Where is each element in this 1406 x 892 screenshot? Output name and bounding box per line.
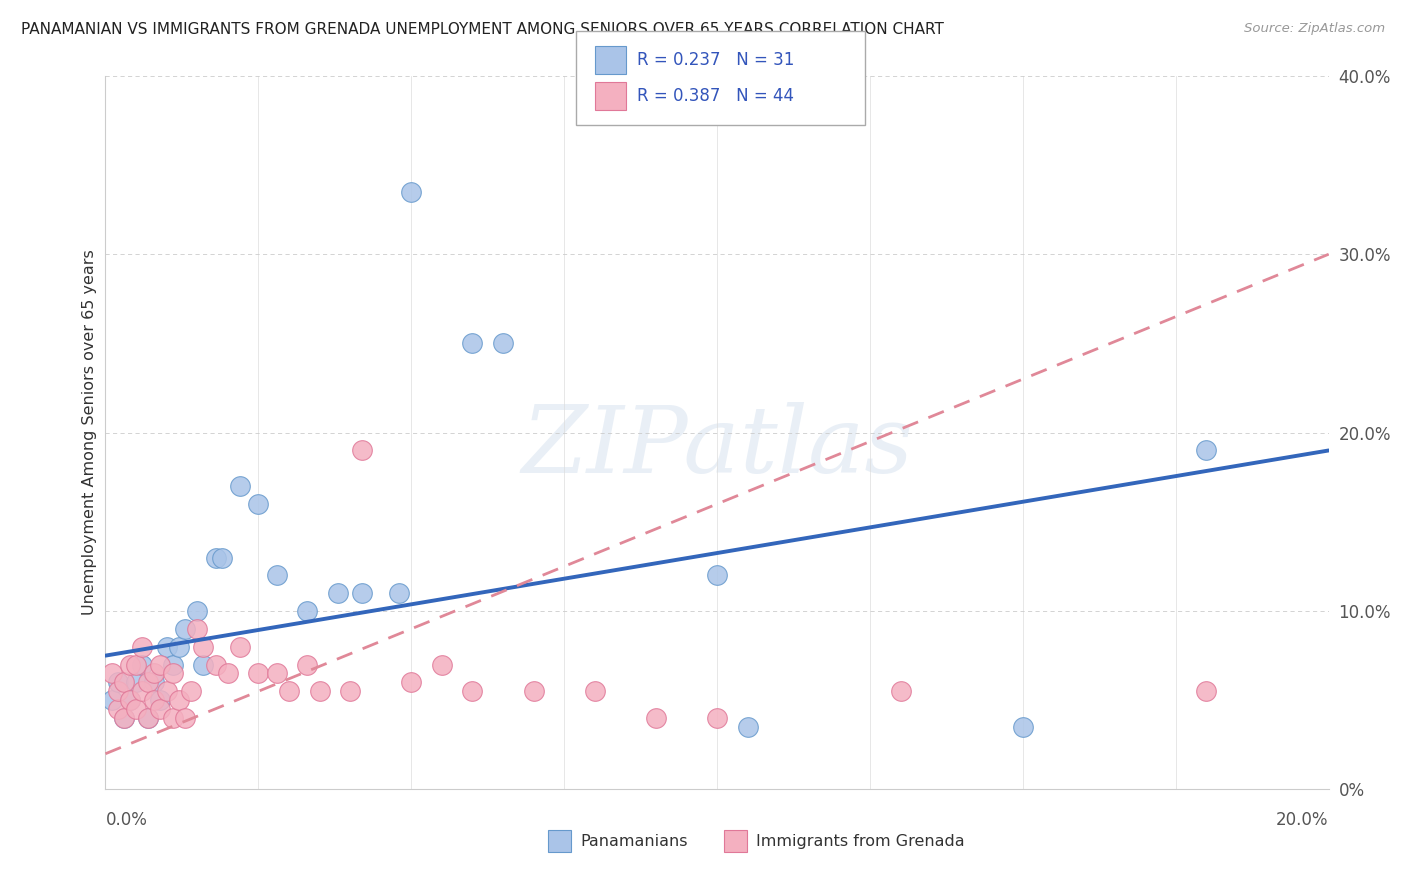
Point [1195, 684, 1218, 698]
Point [186, 604, 208, 618]
Point [155, 684, 177, 698]
Point [125, 702, 148, 716]
Point [1011, 720, 1033, 734]
Text: Source: ZipAtlas.com: Source: ZipAtlas.com [1244, 22, 1385, 36]
Point [352, 443, 374, 458]
Point [149, 693, 172, 707]
Point [889, 684, 911, 698]
Point [112, 675, 135, 690]
Point [107, 675, 129, 690]
Point [118, 693, 141, 707]
Text: R = 0.387   N = 44: R = 0.387 N = 44 [637, 87, 794, 105]
Point [706, 711, 728, 725]
Point [167, 693, 190, 707]
Point [125, 675, 148, 690]
Point [143, 675, 166, 690]
Point [174, 622, 197, 636]
Y-axis label: Unemployment Among Seniors over 65 years: Unemployment Among Seniors over 65 years [82, 250, 97, 615]
Point [706, 568, 728, 582]
Point [162, 666, 184, 681]
Point [100, 693, 122, 707]
Point [107, 702, 129, 716]
Point [204, 657, 226, 672]
Point [217, 666, 239, 681]
Point [149, 657, 172, 672]
Point [186, 622, 208, 636]
Point [326, 586, 349, 600]
Point [247, 666, 270, 681]
Point [339, 684, 361, 698]
Point [131, 657, 153, 672]
Point [583, 684, 606, 698]
Point [131, 684, 153, 698]
Text: Panamanians: Panamanians [581, 834, 688, 848]
Point [401, 185, 423, 199]
Point [523, 684, 546, 698]
Point [308, 684, 330, 698]
Point [278, 684, 301, 698]
Point [297, 657, 319, 672]
Point [100, 666, 122, 681]
Point [247, 497, 270, 511]
Text: ZIPatlas: ZIPatlas [522, 402, 912, 491]
Point [266, 666, 288, 681]
Point [131, 640, 153, 654]
Point [107, 684, 129, 698]
Point [211, 550, 233, 565]
Point [193, 640, 215, 654]
Point [737, 720, 759, 734]
Text: Immigrants from Grenada: Immigrants from Grenada [756, 834, 965, 848]
Point [162, 657, 184, 672]
Point [155, 640, 177, 654]
Point [118, 693, 141, 707]
Point [180, 684, 202, 698]
Point [388, 586, 411, 600]
Point [229, 479, 252, 493]
Point [136, 675, 159, 690]
Text: 0.0%: 0.0% [105, 811, 148, 829]
Point [112, 711, 135, 725]
Point [162, 711, 184, 725]
Point [229, 640, 252, 654]
Point [112, 711, 135, 725]
Point [461, 684, 484, 698]
Point [297, 604, 319, 618]
Point [193, 657, 215, 672]
Point [430, 657, 453, 672]
Point [266, 568, 288, 582]
Point [174, 711, 197, 725]
Text: 20.0%: 20.0% [1277, 811, 1329, 829]
Point [492, 336, 515, 351]
Point [143, 666, 166, 681]
Point [1195, 443, 1218, 458]
Point [136, 711, 159, 725]
Point [136, 711, 159, 725]
Point [644, 711, 666, 725]
Point [401, 675, 423, 690]
Point [461, 336, 484, 351]
Point [167, 640, 190, 654]
Point [118, 657, 141, 672]
Point [204, 550, 226, 565]
Point [352, 586, 374, 600]
Text: PANAMANIAN VS IMMIGRANTS FROM GRENADA UNEMPLOYMENT AMONG SENIORS OVER 65 YEARS C: PANAMANIAN VS IMMIGRANTS FROM GRENADA UN… [21, 22, 943, 37]
Point [149, 702, 172, 716]
Text: R = 0.237   N = 31: R = 0.237 N = 31 [637, 51, 794, 69]
Point [143, 693, 166, 707]
Point [125, 657, 148, 672]
